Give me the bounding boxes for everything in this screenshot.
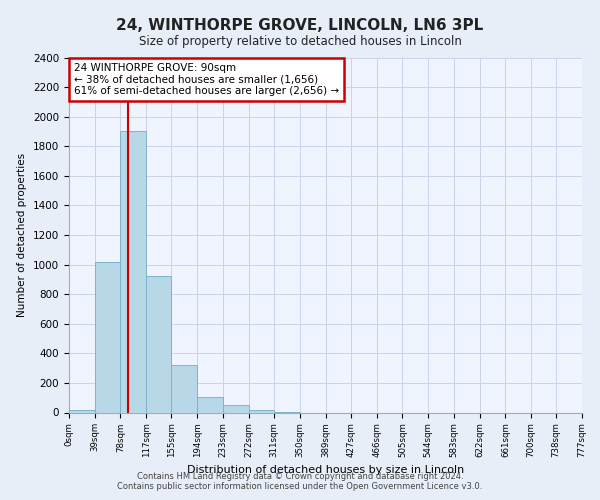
Bar: [172, 365, 197, 412]
Bar: [223, 405, 248, 412]
Text: 24, WINTHORPE GROVE, LINCOLN, LN6 3PL: 24, WINTHORPE GROVE, LINCOLN, LN6 3PL: [116, 18, 484, 32]
Text: Contains HM Land Registry data © Crown copyright and database right 2024.: Contains HM Land Registry data © Crown c…: [137, 472, 463, 481]
Bar: [197, 397, 223, 412]
Text: 24 WINTHORPE GROVE: 90sqm
← 38% of detached houses are smaller (1,656)
61% of se: 24 WINTHORPE GROVE: 90sqm ← 38% of detac…: [74, 63, 339, 96]
Bar: [95, 262, 121, 412]
Y-axis label: Number of detached properties: Number of detached properties: [17, 153, 28, 317]
Bar: [69, 410, 95, 412]
Text: Contains public sector information licensed under the Open Government Licence v3: Contains public sector information licen…: [118, 482, 482, 491]
Bar: [146, 276, 172, 412]
Bar: [248, 410, 274, 412]
X-axis label: Distribution of detached houses by size in Lincoln: Distribution of detached houses by size …: [187, 466, 464, 475]
Bar: [121, 132, 146, 412]
Text: Size of property relative to detached houses in Lincoln: Size of property relative to detached ho…: [139, 35, 461, 48]
